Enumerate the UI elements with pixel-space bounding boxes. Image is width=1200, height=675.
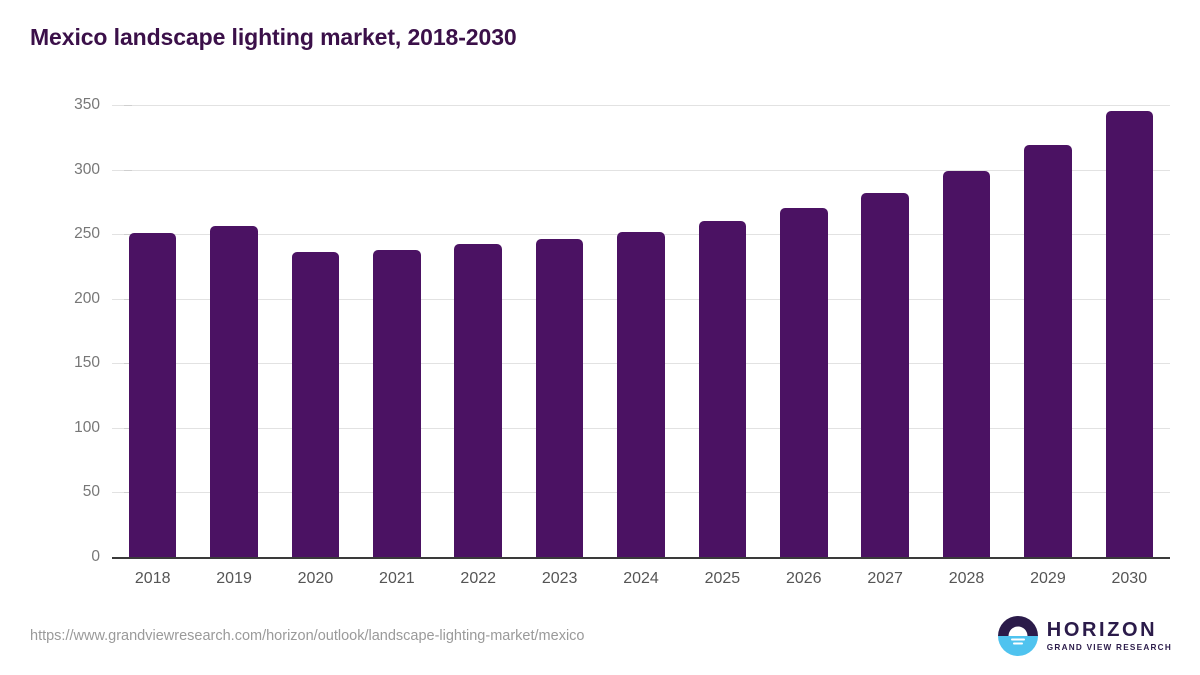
- x-axis-tick-label: 2024: [623, 570, 659, 587]
- bar[interactable]: [291, 252, 340, 557]
- y-axis-ticks: 0 50 100 150 200 250 300 350: [20, 0, 132, 675]
- bar-series: [112, 105, 1170, 557]
- bar[interactable]: [454, 244, 503, 557]
- y-axis-tick-label: 250: [74, 225, 100, 243]
- x-axis-tick-label: 2026: [785, 570, 822, 587]
- bar[interactable]: [617, 231, 665, 557]
- y-axis-tick-mark: [124, 105, 132, 106]
- y-axis-tick-label: 50: [82, 483, 100, 501]
- x-axis-tick-label: 2029: [1030, 570, 1066, 587]
- x-axis-tick-label: 2018: [134, 570, 171, 587]
- bar[interactable]: [535, 239, 584, 557]
- x-axis-tick-label: 2025: [704, 570, 741, 587]
- y-axis-tick-mark: [124, 363, 132, 365]
- y-axis-tick-label: 350: [74, 96, 100, 113]
- x-axis-line: [112, 557, 1170, 559]
- horizon-sun-circle-icon: [997, 616, 1038, 656]
- y-axis-tick-label: 200: [74, 289, 100, 307]
- page-title: Mexico landscape lighting market, 2018-2…: [30, 24, 517, 50]
- logo-tagline: GRAND VIEW RESEARCH: [1046, 642, 1172, 652]
- bar[interactable]: [1105, 111, 1154, 557]
- bar[interactable]: [779, 208, 828, 557]
- y-axis-tick-label: 0: [91, 548, 100, 565]
- y-axis-tick-mark: [124, 169, 132, 171]
- x-axis-tick-label: 2019: [216, 570, 252, 587]
- logo-text-block: HORIZON GRAND VIEW RESEARCH: [1047, 620, 1172, 652]
- y-axis-tick-mark: [124, 427, 132, 429]
- y-axis-tick-label: 150: [74, 354, 100, 372]
- y-axis-tick-mark: [124, 234, 132, 236]
- x-axis-tick-label: 2030: [1111, 570, 1148, 587]
- y-axis-tick-label: 300: [74, 160, 100, 178]
- logo-name: HORIZON: [1046, 618, 1158, 641]
- bar[interactable]: [942, 170, 991, 557]
- x-axis-tick-label: 2028: [948, 570, 985, 587]
- bar[interactable]: [698, 221, 747, 557]
- y-axis-tick-mark: [124, 492, 132, 494]
- x-axis-tick-label: 2027: [867, 570, 903, 587]
- y-axis-tick-mark: [124, 298, 132, 300]
- horizon-logo: HORIZON GRAND VIEW RESEARCH: [997, 616, 1172, 656]
- bar[interactable]: [128, 232, 177, 557]
- x-axis-tick-label: 2023: [541, 570, 578, 587]
- x-axis-tick-label: 2021: [379, 570, 415, 587]
- gridline: [112, 105, 1170, 106]
- y-axis-tick-label: 100: [74, 418, 100, 436]
- bar[interactable]: [861, 192, 909, 557]
- bar[interactable]: [1024, 145, 1072, 557]
- gridline: [112, 169, 1170, 171]
- bar[interactable]: [210, 226, 258, 557]
- x-axis-tick-label: 2020: [297, 570, 334, 587]
- x-axis-tick-label: 2022: [460, 570, 497, 587]
- bar[interactable]: [373, 249, 421, 557]
- source-url[interactable]: https://www.grandviewresearch.com/horizo…: [30, 628, 585, 644]
